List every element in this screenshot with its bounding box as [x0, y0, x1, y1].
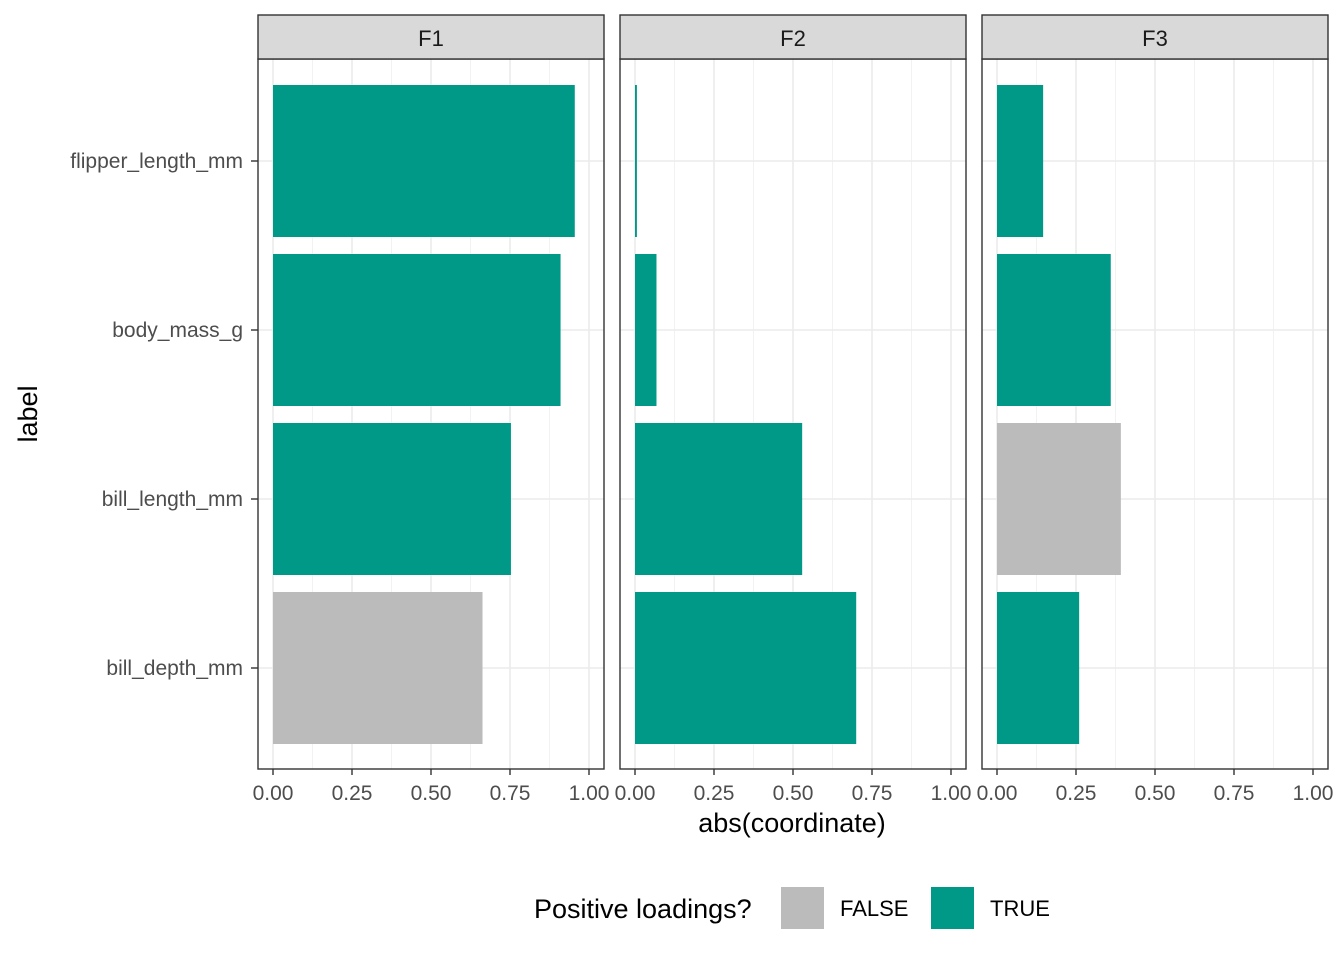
facet-strip-label: F2 — [780, 26, 806, 51]
x-tick-label: 0.50 — [1135, 782, 1176, 805]
facet-strip — [257, 14, 605, 60]
x-tick-label: 0.75 — [852, 782, 893, 805]
facet-strip — [619, 14, 967, 60]
legend-label-FALSE: FALSE — [840, 896, 908, 921]
legend-label-TRUE: TRUE — [990, 896, 1050, 921]
bar-F1-bill_length_mm — [273, 423, 511, 575]
bar-F3-body_mass_g — [997, 254, 1111, 406]
facet-strip-label: F1 — [418, 26, 444, 51]
y-axis-title: label — [13, 385, 43, 442]
y-tick-label-bill_length_mm: bill_length_mm — [102, 488, 243, 511]
facet-F1: F1 0.00 0.25 0.50 0.75 1.00 — [253, 14, 610, 805]
bar-F3-bill_length_mm — [997, 423, 1121, 575]
y-tick-label-flipper_length_mm: flipper_length_mm — [70, 150, 243, 173]
x-tick-label: 0.00 — [615, 782, 656, 805]
bar-F3-flipper_length_mm — [997, 85, 1044, 237]
bar-F2-body_mass_g — [635, 254, 657, 406]
bar-F1-body_mass_g — [273, 254, 561, 406]
x-tick-label: 1.00 — [569, 782, 610, 805]
legend: Positive loadings? FALSE TRUE — [534, 887, 1050, 929]
bar-F2-flipper_length_mm — [635, 85, 637, 237]
x-tick-label: 0.25 — [332, 782, 373, 805]
bar-F3-bill_depth_mm — [997, 592, 1080, 744]
legend-key-TRUE — [931, 887, 974, 929]
y-tick-label-bill_depth_mm: bill_depth_mm — [106, 657, 243, 680]
bar-F2-bill_depth_mm — [635, 592, 857, 744]
facet-F2: F2 0.00 0.25 0.50 0.75 1.00 — [615, 14, 972, 805]
x-tick-label: 0.75 — [1214, 782, 1255, 805]
facet-panels: F1 0.00 0.25 0.50 0.75 1.00 F2 0.00 0.25 0.50 0.75… — [253, 14, 1334, 805]
x-tick-label: 0.50 — [411, 782, 452, 805]
legend-key-FALSE — [781, 887, 824, 929]
y-tick-label-body_mass_g: body_mass_g — [112, 319, 243, 342]
x-tick-label: 1.00 — [931, 782, 972, 805]
x-tick-label: 0.25 — [694, 782, 735, 805]
y-axis: flipper_length_mm body_mass_g bill_length_… — [70, 150, 258, 680]
bar-F1-bill_depth_mm — [273, 592, 483, 744]
x-tick-label: 0.00 — [253, 782, 294, 805]
facet-F3: F3 0.00 0.25 0.50 0.75 1.00 — [977, 14, 1334, 805]
facet-strip — [981, 14, 1329, 60]
bar-F1-flipper_length_mm — [273, 85, 575, 237]
bar-F2-bill_length_mm — [635, 423, 803, 575]
facet-strip-label: F3 — [1142, 26, 1168, 51]
x-tick-label: 1.00 — [1293, 782, 1334, 805]
x-tick-label: 0.75 — [490, 782, 531, 805]
x-axis-title: abs(coordinate) — [698, 808, 886, 838]
x-tick-label: 0.25 — [1056, 782, 1097, 805]
x-tick-label: 0.50 — [773, 782, 814, 805]
x-tick-label: 0.00 — [977, 782, 1018, 805]
legend-title: Positive loadings? — [534, 894, 752, 924]
